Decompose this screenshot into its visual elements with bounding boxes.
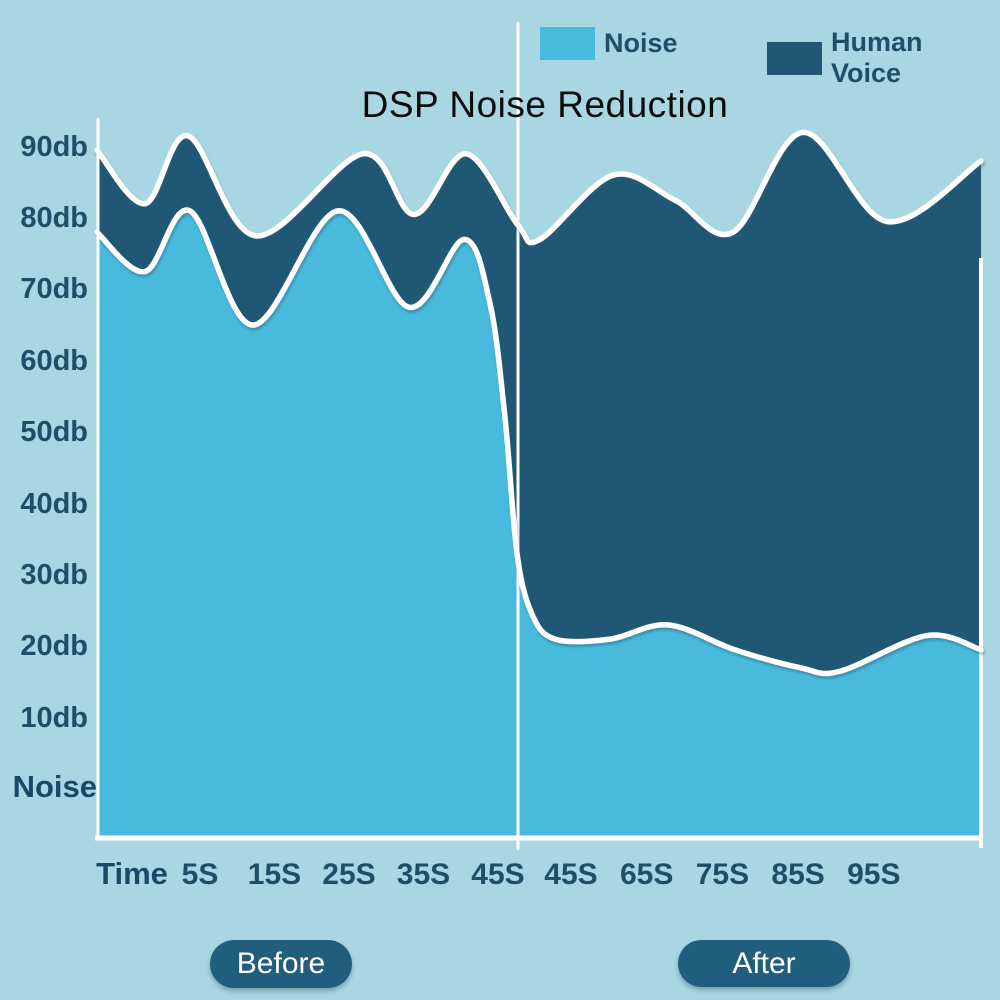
human-voice-color-swatch xyxy=(767,41,822,75)
y-tick-40db: 40db xyxy=(20,487,88,520)
y-tick-50db: 50db xyxy=(20,416,88,449)
x-tick-after-75S: 75S xyxy=(695,858,750,891)
x-tick-after-65S: 65S xyxy=(619,858,674,891)
y-axis-title: Noise xyxy=(12,769,97,804)
x-tick-before-25S: 25S xyxy=(322,858,376,891)
legend-item-human-voice: Human Voice xyxy=(767,27,1000,89)
y-tick-80db: 80db xyxy=(20,202,88,234)
y-tick-20db: 20db xyxy=(20,630,88,663)
human-voice-curve xyxy=(94,129,984,246)
x-tick-before-5S: 5S xyxy=(181,858,219,891)
before-button[interactable]: Before xyxy=(210,940,352,988)
after-button[interactable]: After xyxy=(678,940,850,987)
chart-title: DSP Noise Reduction xyxy=(361,84,729,125)
x-tick-before-45S: 45S xyxy=(471,858,525,891)
noise-curve xyxy=(94,207,984,677)
y-tick-30db: 30db xyxy=(20,558,88,591)
x-tick-after-85S: 85S xyxy=(771,858,825,891)
x-tick-after-45S: 45S xyxy=(544,858,598,891)
after-button-label: After xyxy=(732,946,796,980)
noise-color-swatch xyxy=(540,27,595,60)
legend-label-human-voice: Human Voice xyxy=(830,27,923,88)
legend-item-noise: Noise xyxy=(540,27,678,60)
legend-label-noise: Noise xyxy=(604,28,678,58)
y-tick-90db: 90db xyxy=(20,130,88,163)
y-axis-tick-labels: 90db 80db 70db 60db 50db 40db 30db 20db 10db xyxy=(0,0,88,1000)
x-tick-before-35S: 35S xyxy=(396,858,451,891)
y-tick-60db: 60db xyxy=(20,344,88,377)
before-button-label: Before xyxy=(236,947,326,980)
x-tick-before-15S: 15S xyxy=(247,858,302,891)
noise-area xyxy=(97,210,981,837)
x-tick-after-95S: 95S xyxy=(847,858,901,891)
y-tick-70db: 70db xyxy=(20,273,88,306)
x-axis-title: Time xyxy=(96,856,168,891)
y-tick-10db: 10db xyxy=(20,701,88,734)
